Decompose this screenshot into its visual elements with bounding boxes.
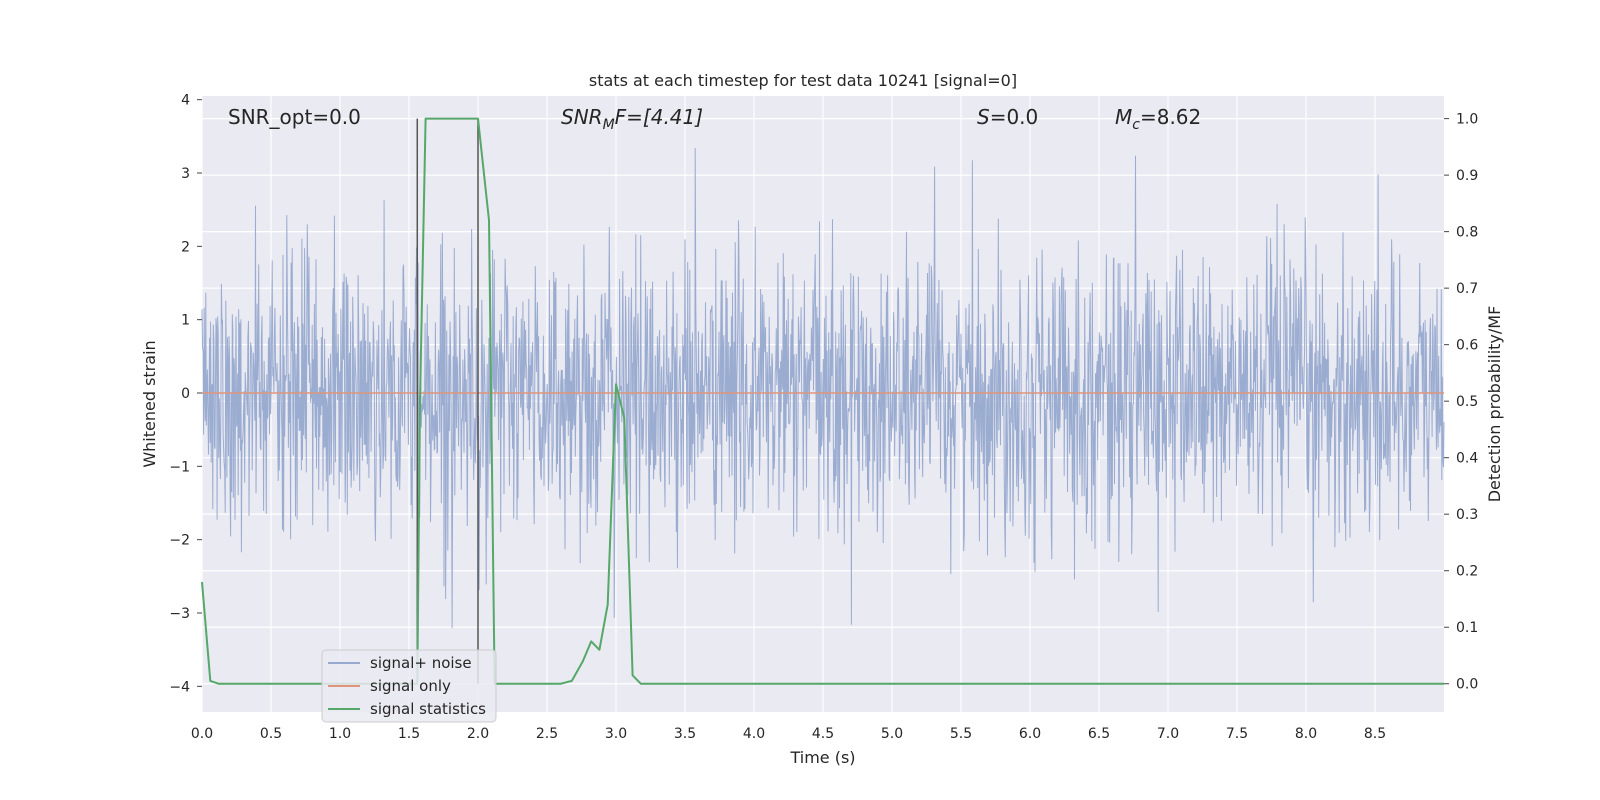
y2-tick-label: 0.7 bbox=[1456, 281, 1478, 297]
y2-tick-label: 0.9 bbox=[1456, 168, 1478, 184]
annotation-mc-rest: =8.62 bbox=[1140, 105, 1201, 129]
series-signal-plus-noise bbox=[201, 148, 1445, 629]
x-tick-label: 3.0 bbox=[605, 726, 627, 742]
x-tick-label: 8.5 bbox=[1364, 726, 1386, 742]
y-axis-label: Whitened strain bbox=[140, 340, 159, 467]
x-tick-label: 3.5 bbox=[674, 726, 696, 742]
y2-tick-label: 0.6 bbox=[1456, 338, 1478, 354]
y2-tick-label: 0.4 bbox=[1456, 451, 1478, 467]
annotation-mc-sub: c bbox=[1132, 117, 1140, 133]
y-axis-ticks: 4 3 2 1 0 −1 −2 −3 −4 bbox=[169, 93, 202, 695]
annotation-snr-mf-main: SNR bbox=[561, 105, 603, 129]
x-tick-label: 2.0 bbox=[467, 726, 489, 742]
annotation-snr-mf-sub: M bbox=[603, 117, 615, 133]
x-tick-label: 7.5 bbox=[1226, 726, 1248, 742]
y-tick-label: 3 bbox=[181, 166, 190, 182]
x-tick-label: 0.0 bbox=[191, 726, 213, 742]
x-tick-label: 5.0 bbox=[881, 726, 903, 742]
x-tick-label: 6.5 bbox=[1088, 726, 1110, 742]
annotation-mc: Mc=8.62 bbox=[1115, 105, 1201, 133]
y2-axis-ticks: 1.0 0.9 0.8 0.7 0.6 0.5 0.4 0.3 0.2 0.1 0.0 bbox=[1444, 112, 1478, 693]
x-axis-ticks: 0.0 0.5 1.0 1.5 2.0 2.5 3.0 3.5 4.0 4.5 5.0 5.5 6.0 6… bbox=[191, 726, 1386, 742]
y-tick-label: 2 bbox=[181, 239, 190, 255]
x-tick-label: 2.5 bbox=[536, 726, 558, 742]
y2-tick-label: 1.0 bbox=[1456, 112, 1478, 128]
y-tick-label: 4 bbox=[181, 93, 190, 109]
y-tick-label: −1 bbox=[169, 459, 190, 475]
y-tick-label: −2 bbox=[169, 533, 190, 549]
y-tick-label: −3 bbox=[169, 606, 190, 622]
x-tick-label: 7.0 bbox=[1157, 726, 1179, 742]
y2-tick-label: 0.1 bbox=[1456, 620, 1478, 636]
y-tick-label: 0 bbox=[181, 386, 190, 402]
annotation-snr-mf: SNRMF=[4.41] bbox=[561, 105, 703, 133]
x-tick-label: 8.0 bbox=[1295, 726, 1317, 742]
y2-tick-label: 0.3 bbox=[1456, 507, 1478, 523]
x-tick-label: 1.0 bbox=[329, 726, 351, 742]
legend-label-signal-statistics: signal statistics bbox=[370, 700, 486, 718]
x-tick-label: 1.5 bbox=[398, 726, 420, 742]
legend-label-signal-only: signal only bbox=[370, 677, 451, 695]
x-axis-label: Time (s) bbox=[789, 748, 855, 767]
annotation-snr-mf-rest: F=[4.41] bbox=[615, 105, 703, 129]
annotation-s-main: S bbox=[977, 105, 990, 129]
y2-tick-label: 0.0 bbox=[1456, 677, 1478, 693]
x-tick-label: 5.5 bbox=[950, 726, 972, 742]
x-tick-label: 4.0 bbox=[743, 726, 765, 742]
annotation-s-rest: =0.0 bbox=[990, 105, 1039, 129]
signal-plus-noise-line bbox=[201, 148, 1445, 629]
x-tick-label: 6.0 bbox=[1019, 726, 1041, 742]
legend: signal+ noise signal only signal statist… bbox=[321, 649, 497, 723]
chart-title: stats at each timestep for test data 102… bbox=[589, 71, 1017, 90]
x-tick-label: 4.5 bbox=[812, 726, 834, 742]
y2-tick-label: 0.8 bbox=[1456, 225, 1478, 241]
annotation-mc-main: M bbox=[1115, 105, 1132, 129]
annotation-snr-opt: SNR_opt=0.0 bbox=[228, 105, 361, 129]
y-tick-label: 1 bbox=[181, 313, 190, 329]
y2-tick-label: 0.5 bbox=[1456, 394, 1478, 410]
y2-axis-label: Detection probability/MF bbox=[1485, 306, 1504, 503]
y-tick-label: −4 bbox=[169, 679, 190, 695]
annotation-s: S=0.0 bbox=[977, 105, 1038, 129]
legend-label-signal-plus-noise: signal+ noise bbox=[370, 654, 472, 672]
x-tick-label: 0.5 bbox=[260, 726, 282, 742]
y2-tick-label: 0.2 bbox=[1456, 564, 1478, 580]
legend-box bbox=[321, 649, 497, 723]
